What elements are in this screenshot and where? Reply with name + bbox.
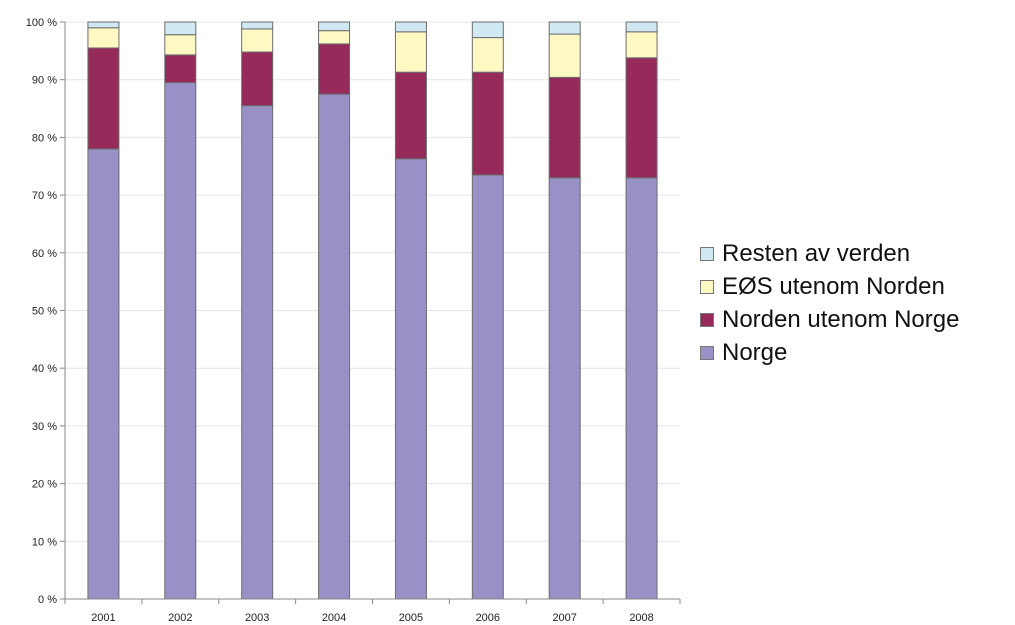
legend-item-norge: Norge (700, 336, 959, 369)
bar-segment-e-s-utenom-norden-2001 (87, 27, 120, 49)
legend-item-norden-utenom-norge: Norden utenom Norge (700, 303, 959, 336)
bar-segment-e-s-utenom-norden-2004 (318, 30, 351, 45)
bar-segment-norden-utenom-norge-2002 (164, 54, 197, 84)
legend-label-norge: Norge (722, 338, 788, 366)
legend-swatch-resten-av-verden (700, 246, 714, 261)
y-tick-label: 70 % (32, 190, 57, 202)
y-tick-label: 20 % (32, 479, 57, 491)
bar-segment-norden-utenom-norge-2003 (241, 51, 274, 107)
bar-segment-norden-utenom-norge-2008 (625, 57, 658, 179)
y-tick-label: 90 % (32, 75, 57, 87)
legend-label-norden-utenom-norge: Norden utenom Norge (722, 305, 960, 333)
bar-segment-e-s-utenom-norden-2002 (164, 34, 197, 56)
bar-segment-norden-utenom-norge-2004 (318, 43, 351, 95)
bar-segment-norge-2008 (625, 177, 658, 600)
x-tick-label: 2001 (91, 612, 115, 624)
legend-item-resten-av-verden: Resten av verden (700, 237, 959, 270)
x-tick-label: 2005 (399, 612, 423, 624)
x-tick-label: 2006 (476, 612, 500, 624)
y-tick-label: 50 % (32, 306, 57, 318)
bar-segment-resten-av-verden-2004 (318, 21, 351, 32)
bar-segment-norden-utenom-norge-2006 (471, 71, 504, 176)
y-tick-label: 40 % (32, 363, 57, 375)
x-tick-label: 2007 (552, 612, 576, 624)
y-tick-label: 10 % (32, 536, 57, 548)
legend-swatch-norge (700, 345, 714, 360)
bar-segment-resten-av-verden-2007 (548, 21, 581, 35)
bar-segment-resten-av-verden-2003 (241, 21, 274, 30)
bar-segment-e-s-utenom-norden-2003 (241, 28, 274, 53)
legend-label-resten-av-verden: Resten av verden (722, 239, 911, 267)
bar-segment-norge-2006 (471, 174, 504, 600)
bar-segment-norge-2005 (394, 158, 427, 600)
legend-label-eos-utenom-norden: EØS utenom Norden (722, 272, 945, 300)
legend: Resten av verden EØS utenom Norden Norde… (700, 237, 959, 369)
bar-segment-norden-utenom-norge-2001 (87, 47, 120, 150)
bar-segment-norden-utenom-norge-2005 (394, 71, 427, 160)
y-tick-label: 80 % (32, 132, 57, 144)
y-tick-label: 100 % (26, 17, 57, 29)
bar-segment-resten-av-verden-2008 (625, 21, 658, 33)
bar-segment-resten-av-verden-2005 (394, 21, 427, 33)
x-tick-label: 2002 (168, 612, 192, 624)
bar-segment-resten-av-verden-2006 (471, 21, 504, 39)
y-tick-label: 60 % (32, 248, 57, 260)
bar-segment-resten-av-verden-2001 (87, 21, 120, 29)
bar-segment-norge-2002 (164, 82, 197, 600)
bar-segment-e-s-utenom-norden-2007 (548, 33, 581, 78)
bar-segment-resten-av-verden-2002 (164, 21, 197, 36)
y-tick-label: 0 % (38, 594, 57, 606)
bar-segment-norge-2003 (241, 105, 274, 600)
legend-item-eos-utenom-norden: EØS utenom Norden (700, 270, 959, 303)
legend-swatch-norden-utenom-norge (700, 312, 714, 327)
bar-segment-e-s-utenom-norden-2006 (471, 37, 504, 73)
x-tick-label: 2004 (322, 612, 346, 624)
bar-segment-norge-2004 (318, 93, 351, 600)
y-tick-label: 30 % (32, 421, 57, 433)
x-tick-label: 2008 (629, 612, 653, 624)
bar-segment-e-s-utenom-norden-2008 (625, 31, 658, 59)
bar-segment-norge-2007 (548, 177, 581, 600)
bar-segment-norge-2001 (87, 148, 120, 600)
bar-segment-e-s-utenom-norden-2005 (394, 31, 427, 73)
x-tick-label: 2003 (245, 612, 269, 624)
bar-segment-norden-utenom-norge-2007 (548, 76, 581, 179)
legend-swatch-eos-utenom-norden (700, 279, 714, 294)
